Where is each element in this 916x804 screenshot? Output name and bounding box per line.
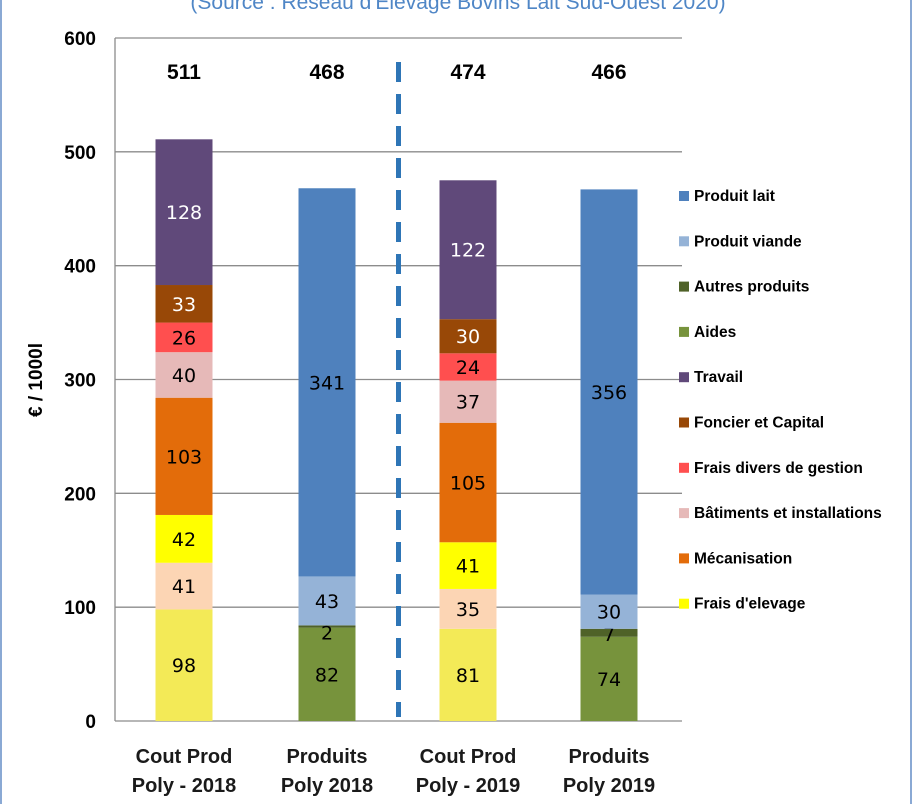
legend-label: Produit viande — [694, 233, 802, 250]
data-label: 356 — [591, 382, 627, 404]
data-label: 37 — [456, 392, 480, 414]
data-label: 128 — [166, 202, 202, 224]
data-label: 33 — [172, 294, 196, 316]
data-label: 7 — [603, 624, 615, 646]
x-tick-label: Poly 2019 — [563, 775, 655, 797]
bar-segment — [298, 625, 356, 628]
legend-label: Travail — [694, 369, 743, 386]
bar-segment — [155, 609, 213, 721]
source-note: (Source : Réseau d'Elevage Bovins Lait S… — [190, 0, 726, 14]
data-label: 103 — [166, 446, 202, 468]
legend-swatch — [679, 598, 689, 609]
y-axis: 0 100 200 300 400 500 600 — [64, 29, 116, 733]
y-tick-label: 0 — [85, 712, 96, 733]
data-label: 81 — [456, 665, 480, 687]
bar-segment — [439, 319, 497, 354]
data-label: 74 — [597, 669, 621, 691]
bar-segment — [439, 542, 497, 589]
data-label: 35 — [456, 599, 480, 621]
x-tick-label: Poly - 2019 — [416, 775, 521, 797]
bar-segment — [580, 189, 638, 595]
x-tick-label: Cout Prod — [420, 746, 517, 768]
bar-segment — [298, 576, 356, 626]
legend-swatch — [679, 462, 689, 473]
total-labels: 511 468 474 466 — [167, 61, 626, 84]
data-label: 98 — [172, 655, 196, 677]
bar-segment — [155, 139, 213, 286]
bar-segment — [155, 562, 213, 610]
bar-segment — [155, 514, 213, 563]
bar-segment — [155, 397, 213, 515]
bar-segment — [580, 636, 638, 721]
bar-segment — [298, 627, 356, 721]
legend-swatch — [679, 553, 689, 564]
total-label: 468 — [309, 61, 344, 84]
legend-swatch — [679, 281, 689, 292]
legend: Produit lait Produit viande Autres produit… — [679, 188, 882, 613]
y-tick-label: 100 — [64, 598, 96, 619]
bar-segment — [155, 285, 213, 323]
total-label: 474 — [450, 61, 485, 84]
data-label: 82 — [315, 664, 339, 686]
legend-swatch — [679, 236, 689, 247]
bar-segment — [439, 380, 497, 423]
bar-segment — [439, 422, 497, 543]
total-label: 511 — [167, 61, 201, 84]
x-tick-label: Produits — [568, 746, 649, 768]
legend-label: Aides — [694, 324, 736, 341]
legend-label: Frais d'elevage — [694, 596, 806, 613]
y-tick-label: 200 — [64, 484, 96, 505]
x-tick-label: Produits — [286, 746, 367, 768]
x-tick-label: Poly - 2018 — [132, 775, 237, 797]
data-label: 43 — [315, 591, 339, 613]
y-tick-label: 500 — [64, 143, 96, 164]
data-label: 41 — [172, 576, 196, 598]
data-label: 42 — [172, 529, 196, 551]
x-tick-label: Poly 2018 — [281, 775, 373, 797]
data-label: 26 — [172, 327, 196, 349]
legend-swatch — [679, 417, 689, 428]
legend-label: Autres produits — [694, 279, 809, 296]
data-label: 30 — [456, 326, 480, 348]
data-label: 341 — [309, 372, 345, 394]
legend-swatch — [679, 191, 689, 201]
legend-label: Mécanisation — [694, 550, 792, 567]
y-axis-label: € / 1000l — [26, 343, 47, 417]
bar-segment — [439, 180, 497, 320]
legend-label: Bâtiments et installations — [694, 505, 882, 522]
legend-swatch — [679, 372, 689, 383]
bar-segment — [298, 188, 356, 577]
y-tick-label: 600 — [64, 29, 96, 50]
data-label: 122 — [450, 240, 486, 262]
data-label: 41 — [456, 556, 480, 578]
data-label: 40 — [172, 365, 196, 387]
bars: 98 41 42 103 40 26 33 128 82 2 43 341 81 35 41 105 37 24 3… — [155, 139, 638, 721]
y-tick-label: 300 — [64, 371, 96, 392]
x-axis: Cout Prod Poly - 2018 Produits Poly 2018 Cou… — [132, 746, 655, 797]
legend-label: Foncier et Capital — [694, 415, 824, 432]
x-tick-label: Cout Prod — [136, 746, 233, 768]
y-tick-label: 400 — [64, 257, 96, 278]
bar-segment — [155, 322, 213, 353]
bar-segment — [580, 594, 638, 629]
bar-segment — [439, 628, 497, 721]
bar-segment — [580, 628, 638, 637]
legend-swatch — [679, 326, 689, 337]
legend-label: Produit lait — [694, 188, 775, 205]
data-label: 2 — [321, 622, 333, 644]
bar-segment — [155, 352, 213, 398]
legend-label: Frais divers de gestion — [694, 460, 863, 477]
legend-swatch — [679, 508, 689, 519]
data-label: 24 — [456, 357, 480, 379]
bar-segment — [439, 353, 497, 381]
data-label: 105 — [450, 473, 486, 495]
bar-segment — [439, 588, 497, 629]
total-label: 466 — [591, 61, 626, 84]
data-label: 30 — [597, 602, 621, 624]
